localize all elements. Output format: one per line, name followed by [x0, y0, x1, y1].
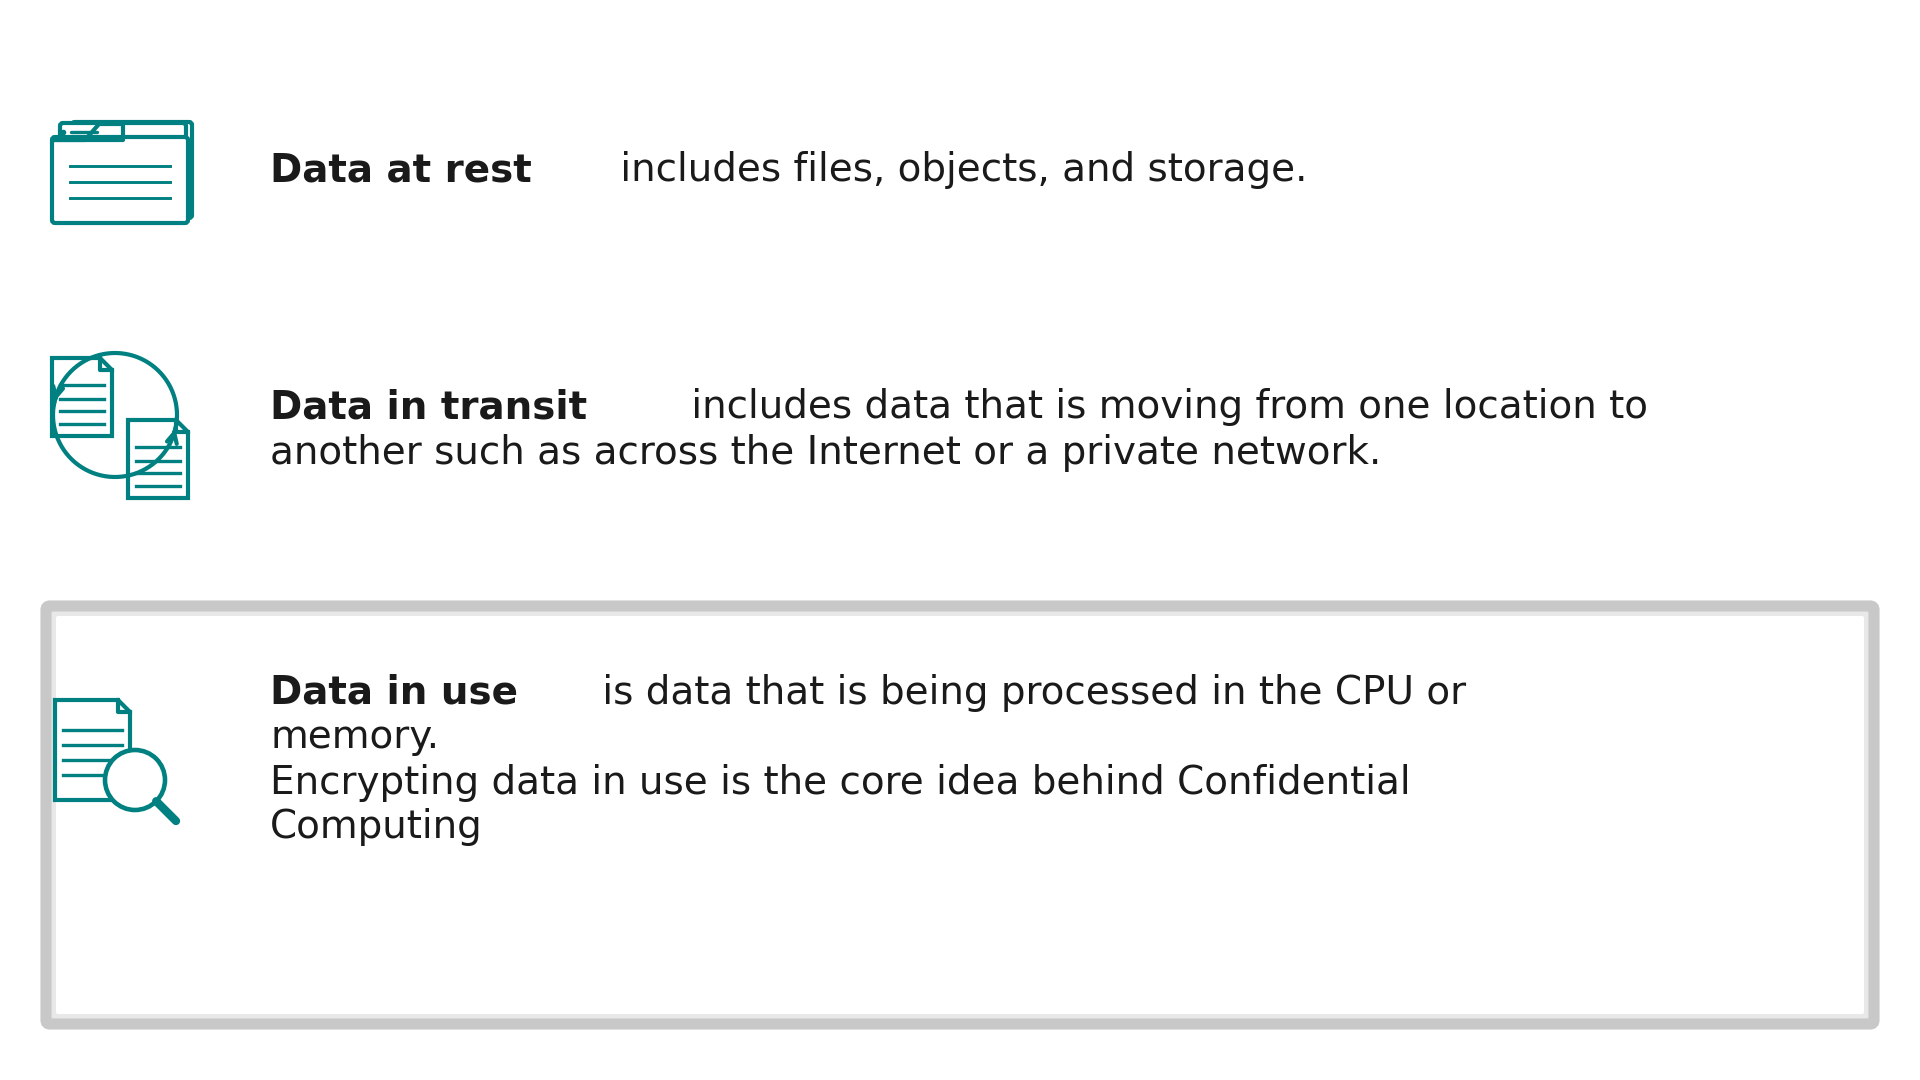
FancyBboxPatch shape: [60, 123, 186, 221]
Text: Computing: Computing: [271, 809, 482, 847]
Text: another such as across the Internet or a private network.: another such as across the Internet or a…: [271, 433, 1380, 472]
Text: memory.: memory.: [271, 718, 440, 756]
Text: includes data that is moving from one location to: includes data that is moving from one lo…: [680, 389, 1647, 427]
Polygon shape: [52, 357, 111, 436]
FancyBboxPatch shape: [73, 122, 192, 218]
Text: Data in use: Data in use: [271, 674, 518, 712]
Polygon shape: [56, 700, 131, 800]
Circle shape: [106, 750, 165, 810]
Text: is data that is being processed in the CPU or: is data that is being processed in the C…: [589, 674, 1467, 712]
Polygon shape: [129, 420, 188, 498]
Text: includes files, objects, and storage.: includes files, objects, and storage.: [609, 151, 1308, 189]
Text: Data in transit: Data in transit: [271, 389, 588, 427]
Text: Data at rest: Data at rest: [271, 151, 532, 189]
FancyBboxPatch shape: [52, 137, 188, 222]
FancyBboxPatch shape: [46, 606, 1874, 1024]
FancyBboxPatch shape: [56, 616, 1864, 1014]
Text: Encrypting data in use is the core idea behind Confidential: Encrypting data in use is the core idea …: [271, 764, 1411, 801]
